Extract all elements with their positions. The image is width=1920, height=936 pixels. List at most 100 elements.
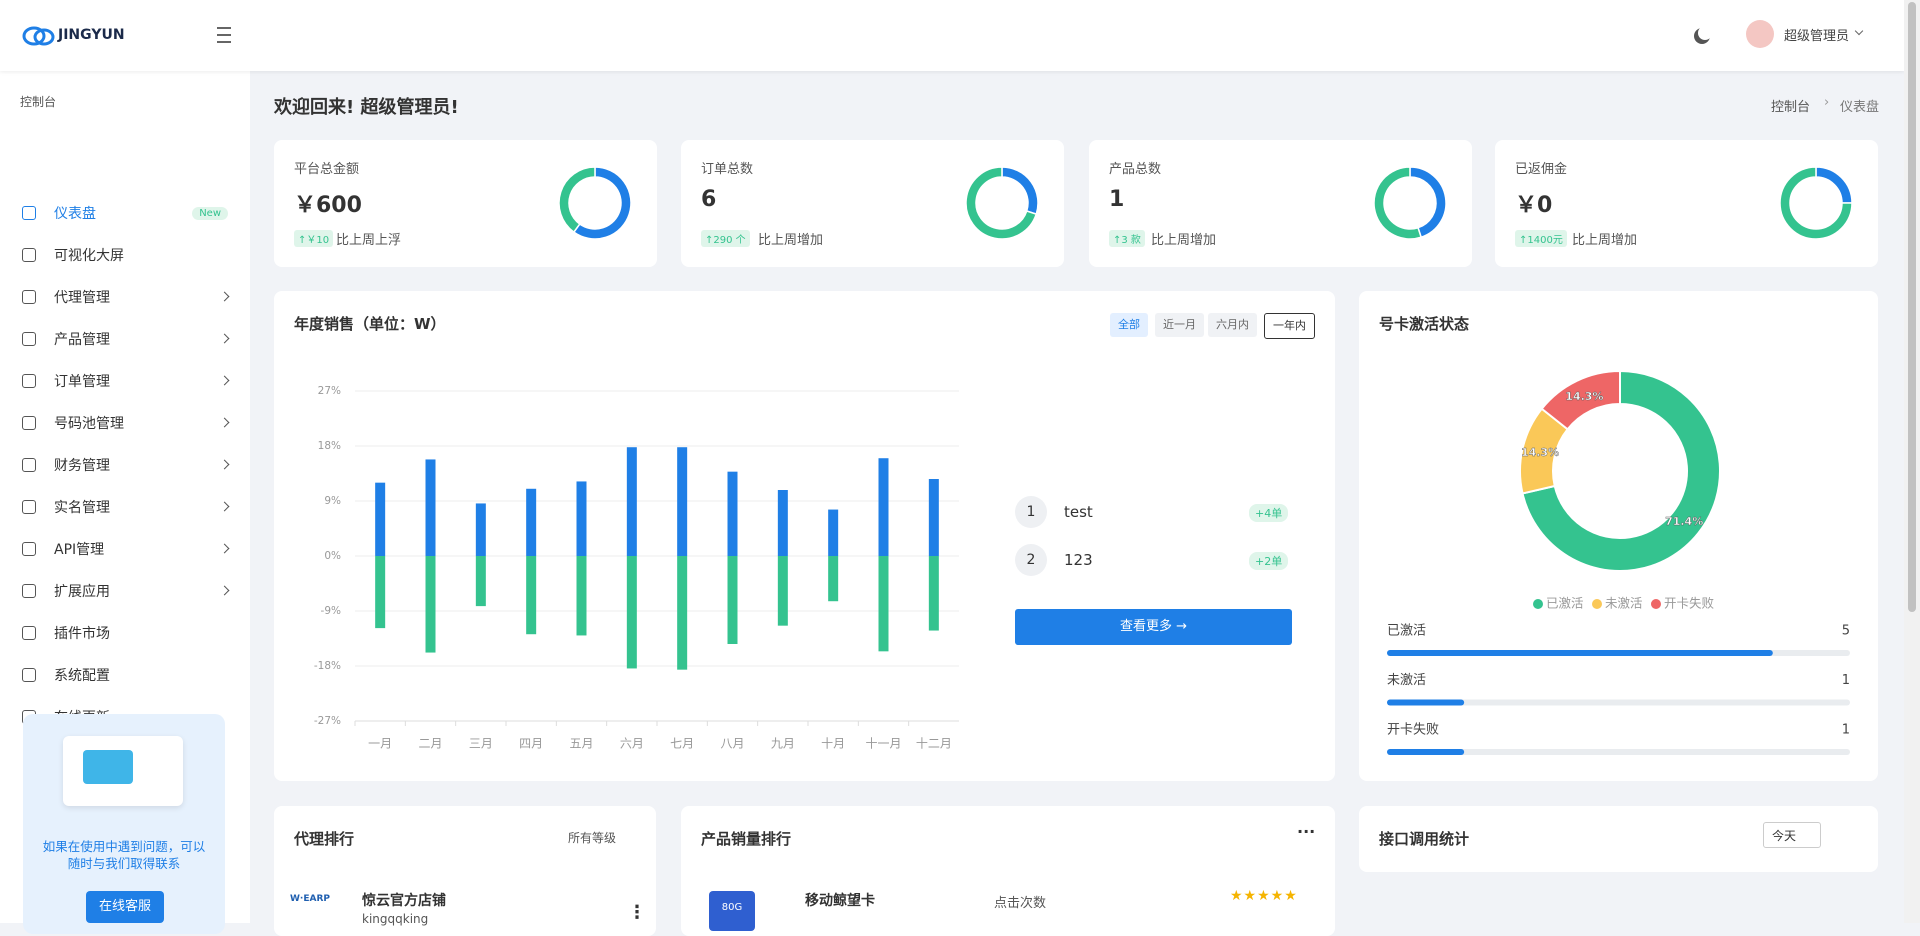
- menu-icon: [22, 584, 36, 598]
- menu-item[interactable]: 系统配置: [22, 658, 228, 692]
- menu-label: 可视化大屏: [54, 248, 124, 264]
- menu-item[interactable]: API管理: [22, 532, 230, 566]
- stat-value: 1: [1109, 187, 1125, 212]
- period-tab[interactable]: 一年内: [1264, 313, 1315, 339]
- stat-value: 6: [701, 187, 717, 212]
- help-illustration: [63, 736, 183, 806]
- period-tab[interactable]: 六月内: [1208, 313, 1257, 337]
- help-card: 如果在使用中遇到问题，可以随时与我们取得联系 在线客服: [23, 714, 225, 934]
- stat-card: 产品总数 1 ↑3 款比上周增加: [1089, 140, 1472, 267]
- menu-item[interactable]: 扩展应用: [22, 574, 230, 608]
- menu-icon: [22, 542, 36, 556]
- sales-card: 年度销售（单位：W）: [274, 291, 1335, 781]
- rank-number: 2: [1015, 544, 1047, 576]
- user-name[interactable]: 超级管理员: [1784, 29, 1850, 44]
- avatar[interactable]: [1746, 20, 1774, 48]
- stat-card: 订单总数 6 ↑290 个比上周增加: [681, 140, 1064, 267]
- menu-item[interactable]: 可视化大屏: [22, 238, 228, 272]
- stat-note: 比上周增加: [1572, 233, 1638, 248]
- menu-label: 扩展应用: [54, 584, 110, 600]
- stat-change: ↑3 款: [1109, 230, 1145, 247]
- row-menu[interactable]: ⋮: [628, 902, 646, 923]
- menu-label: 实名管理: [54, 500, 110, 516]
- metric-label: 点击次数: [994, 896, 1047, 911]
- submenu-arrow: [219, 417, 230, 428]
- card-title: 年度销售（单位：W）: [294, 315, 446, 333]
- menu-item[interactable]: 产品管理: [22, 322, 230, 356]
- menu-icon: [22, 500, 36, 514]
- submenu-arrow: [219, 375, 230, 386]
- stat-value: ￥0: [1515, 193, 1553, 218]
- product-name: 移动鲸望卡: [805, 893, 875, 909]
- menu-icon: [22, 668, 36, 682]
- user-caret: [1854, 26, 1864, 36]
- menu-label: 订单管理: [54, 374, 110, 390]
- submenu-arrow: [219, 501, 230, 512]
- rank-change: +2单: [1249, 552, 1289, 570]
- breadcrumb-separator: ›: [1824, 95, 1830, 110]
- stat-card: 已返佣金 ￥0 ↑1400元 比上周增加: [1495, 140, 1878, 267]
- menu-icon: [22, 248, 36, 262]
- menu-item[interactable]: 代理管理: [22, 280, 230, 314]
- menu-toggle[interactable]: [217, 27, 231, 43]
- stat-change: ↑1400元: [1515, 230, 1567, 247]
- rank-change: +4单: [1249, 504, 1289, 522]
- period-select[interactable]: 今天: [1763, 822, 1821, 848]
- menu-item[interactable]: 财务管理: [22, 448, 230, 482]
- stat-change: ↑290 个: [701, 230, 750, 247]
- stat-change: ↑￥10: [294, 230, 334, 247]
- activation-card: 号卡激活状态: [1359, 291, 1878, 781]
- section-label: 控制台: [20, 95, 57, 109]
- stat-label: 已返佣金: [1515, 162, 1568, 177]
- rank-name: test: [1064, 503, 1093, 521]
- menu-item[interactable]: 订单管理: [22, 364, 230, 398]
- theme-toggle[interactable]: [1698, 26, 1712, 40]
- agent-name: 惊云官方店铺: [362, 893, 446, 909]
- stat-note: 比上周增加: [758, 233, 824, 248]
- menu-item[interactable]: 号码池管理: [22, 406, 230, 440]
- submenu-arrow: [219, 459, 230, 470]
- header: JINGYUN 超级管理员: [0, 0, 1904, 71]
- agents-card: 代理排行 所有等级 W·EARP 惊云官方店铺 kingqqking ⋮: [274, 806, 656, 936]
- menu-item[interactable]: 插件市场: [22, 616, 228, 650]
- period-tab[interactable]: 近一月: [1155, 313, 1204, 337]
- stat-note: 比上周增加: [1151, 233, 1217, 248]
- menu-item[interactable]: 实名管理: [22, 490, 230, 524]
- level-filter[interactable]: 所有等级: [568, 831, 617, 845]
- stat-card: 平台总金额 ￥600 ↑￥10 比上周上浮: [274, 140, 657, 267]
- card-title: 代理排行: [294, 830, 355, 848]
- stat-label: 平台总金额: [294, 162, 360, 177]
- menu-icon: [22, 416, 36, 430]
- api-card: 接口调用统计 今天: [1359, 806, 1878, 872]
- card-title: 号卡激活状态: [1379, 315, 1470, 333]
- stat-note: 比上周上浮: [336, 233, 402, 248]
- rank-name: 123: [1064, 551, 1093, 569]
- scrollbar[interactable]: [1904, 0, 1920, 923]
- menu-icon: [22, 332, 36, 346]
- help-button[interactable]: 在线客服: [86, 891, 164, 923]
- shop-logo: W·EARP: [290, 894, 330, 904]
- submenu-arrow: [219, 333, 230, 344]
- menu-label: 插件市场: [54, 626, 110, 642]
- menu-item[interactable]: 仪表盘 New: [22, 196, 228, 230]
- menu-label: 代理管理: [54, 290, 110, 306]
- logo-icon: [22, 26, 55, 46]
- menu-label: 系统配置: [54, 668, 110, 684]
- card-title: 产品销量排行: [701, 830, 792, 848]
- menu-label: 财务管理: [54, 458, 110, 474]
- period-tab[interactable]: 全部: [1110, 313, 1148, 337]
- more-button[interactable]: 查看更多 →: [1015, 609, 1292, 645]
- submenu-arrow: [219, 543, 230, 554]
- menu-label: 仪表盘: [54, 206, 96, 222]
- product-image: 80G: [709, 891, 755, 931]
- menu-icon: [22, 458, 36, 472]
- breadcrumb-item: 仪表盘: [1840, 100, 1880, 115]
- rating: ★★★★★: [1230, 888, 1298, 904]
- sidebar: 控制台 仪表盘 New 可视化大屏代理管理产品管理订单管理号码池管理财务管理实名管理…: [0, 71, 250, 934]
- breadcrumb-item[interactable]: 控制台: [1771, 100, 1811, 115]
- more-menu[interactable]: ···: [1297, 822, 1316, 841]
- menu-label: API管理: [54, 542, 105, 558]
- submenu-arrow: [219, 291, 230, 302]
- menu-badge: New: [192, 206, 228, 220]
